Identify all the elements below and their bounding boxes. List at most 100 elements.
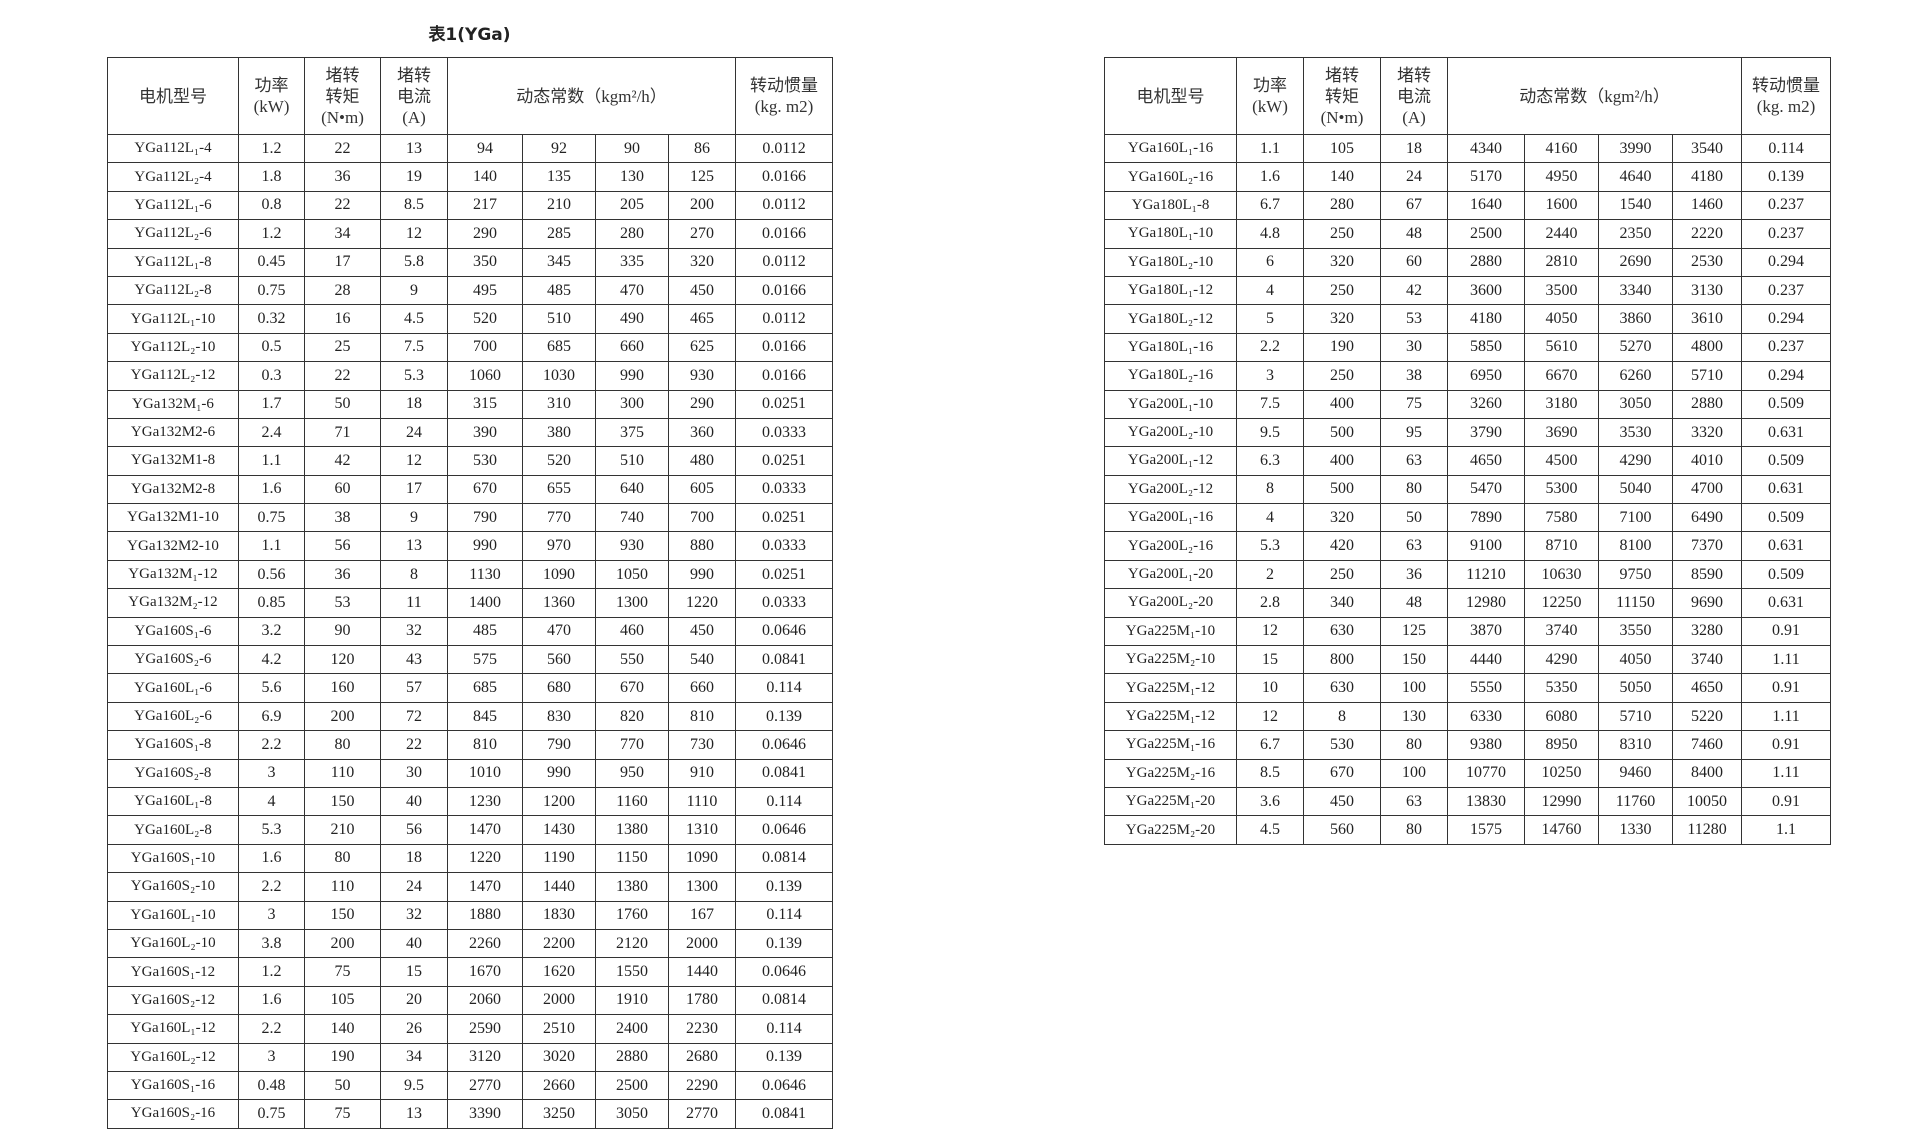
cell-dyn2: 3500: [1524, 275, 1599, 306]
cell-dyn2: 285: [522, 219, 596, 249]
cell-inertia: 0.294: [1741, 304, 1832, 334]
cell-dyn1: 990: [447, 531, 523, 561]
cell-power: 1.1: [238, 446, 305, 476]
cell-torque: 28: [304, 275, 381, 306]
cell-dyn2: 5610: [1524, 332, 1599, 363]
cell-model: YGa180L₁-16: [1104, 332, 1237, 363]
cell-dyn1: 290: [447, 219, 523, 249]
cell-power: 15: [1236, 645, 1304, 675]
table-row: YGa160L₁-6 5.6 160 57 685 680 670 660 0.114: [107, 673, 834, 703]
cell-power: 0.8: [238, 190, 305, 221]
cell-dyn1: 685: [447, 673, 523, 703]
cell-current: 18: [1380, 133, 1448, 164]
cell-dyn4: 125: [667, 162, 737, 192]
cell-torque: 50: [304, 389, 381, 419]
cell-dyn4: 1090: [667, 843, 737, 874]
header-dynamic-constant: 动态常数（kgm²/h）: [446, 57, 737, 135]
cell-dyn4: 270: [667, 219, 737, 249]
cell-model: YGa200L₂-10: [1104, 417, 1237, 448]
table-row: YGa160S₁-6 3.2 90 32 485 470 460 450 0.0646: [107, 616, 834, 647]
cell-power: 1.1: [1236, 133, 1304, 164]
cell-dyn3: 550: [595, 645, 669, 675]
cell-model: YGa160L₁-8: [107, 786, 239, 817]
cell-current: 63: [1380, 531, 1448, 561]
cell-torque: 25: [304, 332, 381, 363]
cell-model: YGa112L₁-4: [107, 133, 239, 164]
cell-torque: 670: [1303, 758, 1381, 788]
table-row: YGa112L₂-6 1.2 34 12 290 285 280 270 0.0166: [107, 219, 834, 249]
cell-dyn3: 5040: [1598, 474, 1673, 505]
cell-inertia: 0.237: [1741, 275, 1832, 306]
cell-dyn1: 6950: [1447, 361, 1525, 391]
cell-torque: 280: [1303, 190, 1381, 221]
cell-inertia: 1.11: [1741, 758, 1832, 788]
cell-torque: 105: [1303, 133, 1381, 164]
cell-dyn1: 2260: [447, 928, 523, 959]
cell-inertia: 0.139: [735, 928, 834, 959]
cell-dyn1: 1470: [447, 872, 523, 902]
cell-dyn2: 4050: [1524, 304, 1599, 334]
cell-dyn2: 380: [522, 417, 596, 448]
cell-current: 72: [380, 701, 448, 732]
cell-dyn4: 990: [667, 559, 737, 590]
cell-current: 9: [380, 503, 448, 533]
cell-model: YGa200L₂-20: [1104, 588, 1237, 618]
cell-inertia: 0.0814: [735, 843, 834, 874]
cell-power: 1.6: [1236, 162, 1304, 192]
cell-torque: 150: [304, 786, 381, 817]
cell-dyn1: 5170: [1447, 162, 1525, 192]
cell-current: 50: [1380, 503, 1448, 533]
cell-model: YGa112L₁-8: [107, 247, 239, 277]
cell-dyn1: 2590: [447, 1014, 523, 1044]
header-row: 电机型号 功率 (kW) 堵转 转矩 (N•m) 堵转 电流 (A) 动态常数（kgm²/h） 转动…: [1104, 57, 1832, 135]
cell-current: 63: [1380, 446, 1448, 476]
header-power: 功率 (kW): [238, 57, 305, 135]
cell-dyn4: 4700: [1671, 474, 1743, 505]
cell-current: 75: [1380, 389, 1448, 419]
cell-power: 2.8: [1236, 588, 1304, 618]
cell-inertia: 0.0333: [735, 588, 834, 618]
cell-dyn1: 845: [447, 701, 523, 732]
cell-dyn1: 3870: [1447, 616, 1525, 647]
cell-inertia: 0.0251: [735, 446, 834, 476]
cell-current: 17: [380, 474, 448, 505]
cell-torque: 71: [304, 417, 381, 448]
cell-inertia: 0.294: [1741, 247, 1832, 277]
table-row: YGa160L₂-12 3 190 34 3120 3020 2880 2680 0.139: [107, 1042, 834, 1072]
cell-dyn3: 9460: [1598, 758, 1673, 788]
table-row: YGa225M₁-20 3.6 450 63 13830 12990 11760 10050 0…: [1104, 786, 1832, 817]
cell-dyn1: 1880: [447, 900, 523, 930]
cell-inertia: 0.631: [1741, 474, 1832, 505]
cell-current: 36: [1380, 559, 1448, 590]
cell-dyn4: 2000: [667, 928, 737, 959]
cell-dyn1: 1575: [1447, 815, 1525, 845]
cell-power: 12: [1236, 616, 1304, 647]
cell-power: 6.7: [1236, 190, 1304, 221]
cell-power: 4.5: [1236, 815, 1304, 845]
cell-dyn1: 485: [447, 616, 523, 647]
cell-power: 4: [238, 786, 305, 817]
cell-model: YGa112L₂-10: [107, 332, 239, 363]
cell-torque: 75: [304, 957, 381, 987]
table-row: YGa200L₂-20 2.8 340 48 12980 12250 11150 9690 0.…: [1104, 588, 1832, 618]
cell-dyn2: 485: [522, 275, 596, 306]
motor-table-left: 电机型号 功率 (kW) 堵转 转矩 (N•m) 堵转 电流 (A) 动态常数（kgm²/h） 转动…: [107, 57, 834, 1129]
cell-dyn2: 8710: [1524, 531, 1599, 561]
cell-model: YGa180L₂-10: [1104, 247, 1237, 277]
cell-torque: 140: [1303, 162, 1381, 192]
cell-dyn2: 4160: [1524, 133, 1599, 164]
table-row: YGa225M₁-12 12 8 130 6330 6080 5710 5220 1.11: [1104, 701, 1832, 732]
cell-dyn3: 3050: [595, 1099, 669, 1129]
cell-torque: 200: [304, 928, 381, 959]
cell-torque: 80: [304, 843, 381, 874]
cell-dyn3: 640: [595, 474, 669, 505]
cell-dyn3: 1160: [595, 786, 669, 817]
cell-dyn1: 520: [447, 304, 523, 334]
cell-dyn3: 1300: [595, 588, 669, 618]
cell-dyn1: 5470: [1447, 474, 1525, 505]
table-row: YGa160L₂-8 5.3 210 56 1470 1430 1380 1310 0.0646: [107, 815, 834, 845]
cell-torque: 36: [304, 162, 381, 192]
cell-dyn3: 3550: [1598, 616, 1673, 647]
header-stall-torque-line: 转矩: [325, 86, 360, 106]
cell-model: YGa160S₁-10: [107, 843, 239, 874]
